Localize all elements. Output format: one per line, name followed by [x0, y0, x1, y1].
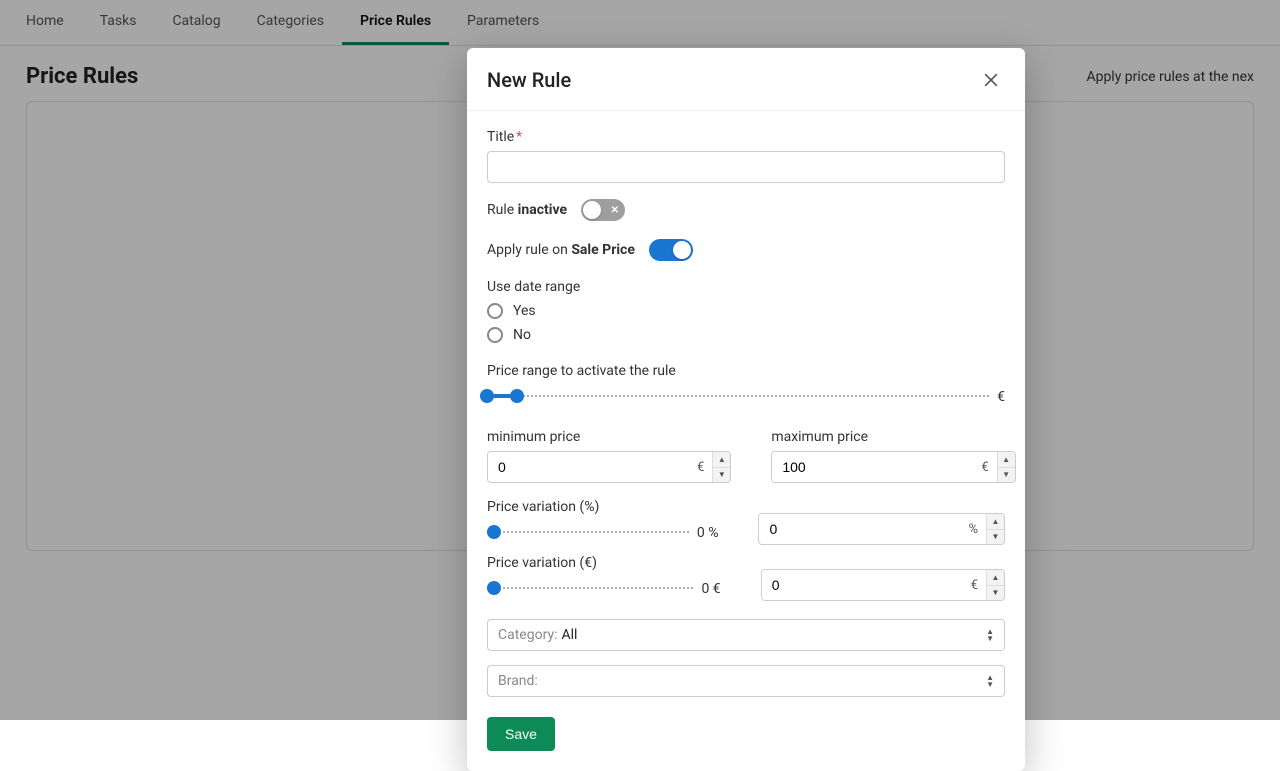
price-range-max-thumb[interactable] — [510, 389, 524, 403]
toggle-knob — [583, 201, 601, 219]
brand-select[interactable]: Brand: ▲▼ — [487, 665, 1005, 697]
modal-body: Title* Rule inactive ✕ Apply rule on Sal… — [467, 111, 1025, 771]
variation-pct-track[interactable] — [487, 531, 689, 535]
max-price-input[interactable] — [772, 452, 973, 482]
max-price-step-up[interactable]: ▲ — [998, 452, 1015, 468]
apply-on-value: Sale Price — [571, 242, 635, 258]
variation-eur-right: € ▲ ▼ — [761, 569, 1005, 601]
radio-label: Yes — [513, 303, 536, 319]
save-button[interactable]: Save — [487, 717, 555, 751]
variation-pct-row: Price variation (%) 0 % % ▲ ▼ — [487, 499, 1005, 545]
max-price-field: maximum price € ▲ ▼ — [771, 429, 1015, 483]
rule-status-row: Rule inactive ✕ — [487, 199, 1005, 221]
close-icon — [981, 70, 1001, 90]
variation-pct-step-up[interactable]: ▲ — [987, 514, 1004, 530]
required-asterisk: * — [516, 129, 522, 145]
new-rule-modal: New Rule Title* Rule inactive ✕ Appl — [467, 48, 1025, 771]
price-range-min-thumb[interactable] — [480, 389, 494, 403]
chevron-updown-icon: ▲▼ — [986, 629, 994, 642]
apply-on-row: Apply rule on Sale Price — [487, 239, 1005, 261]
brand-select-label: Brand: — [498, 673, 538, 689]
chevron-updown-icon: ▲▼ — [986, 675, 994, 688]
min-price-step-up[interactable]: ▲ — [713, 452, 730, 468]
category-select[interactable]: Category: All ▲▼ — [487, 619, 1005, 651]
variation-pct-thumb[interactable] — [487, 525, 501, 539]
min-max-row: minimum price € ▲ ▼ maximum price € ▲ — [487, 429, 1005, 483]
toggle-knob — [673, 241, 691, 259]
variation-pct-readout: 0 % — [697, 525, 719, 541]
variation-pct-group: % ▲ ▼ — [758, 513, 1005, 545]
radio-label: No — [513, 327, 531, 343]
date-range-yes[interactable]: Yes — [487, 303, 1005, 319]
variation-pct-input[interactable] — [759, 514, 960, 544]
max-price-step-down[interactable]: ▼ — [998, 468, 1015, 483]
variation-eur-readout: 0 € — [701, 581, 720, 597]
variation-eur-label: Price variation (€) — [487, 555, 721, 571]
rule-status-value: inactive — [518, 202, 567, 218]
min-price-step-down[interactable]: ▼ — [713, 468, 730, 483]
max-price-unit: € — [973, 452, 996, 482]
toggle-off-icon: ✕ — [611, 205, 619, 216]
variation-eur-step-down[interactable]: ▼ — [987, 586, 1004, 601]
variation-pct-unit: % — [960, 514, 986, 544]
variation-eur-input[interactable] — [762, 570, 963, 600]
category-select-label: Category: — [498, 627, 557, 643]
variation-pct-label: Price variation (%) — [487, 499, 718, 515]
max-price-spinners: ▲ ▼ — [997, 452, 1015, 482]
close-button[interactable] — [977, 66, 1005, 94]
rule-status-label: Rule inactive — [487, 202, 567, 218]
apply-on-label: Apply rule on Sale Price — [487, 242, 635, 258]
variation-pct-step-down[interactable]: ▼ — [987, 530, 1004, 545]
max-price-group: € ▲ ▼ — [771, 451, 1015, 483]
variation-eur-thumb[interactable] — [487, 581, 501, 595]
min-price-spinners: ▲ ▼ — [712, 452, 730, 482]
radio-icon — [487, 303, 503, 319]
date-range-label: Use date range — [487, 279, 1005, 295]
variation-eur-left: Price variation (€) 0 € — [487, 555, 721, 601]
variation-eur-row: Price variation (€) 0 € € ▲ ▼ — [487, 555, 1005, 601]
modal-header: New Rule — [467, 48, 1025, 111]
variation-pct-spinners: ▲ ▼ — [986, 514, 1004, 544]
apply-on-prefix: Apply rule on — [487, 242, 571, 258]
price-range-field: Price range to activate the rule € — [487, 363, 1005, 409]
variation-eur-track[interactable] — [487, 587, 693, 591]
min-price-label: minimum price — [487, 429, 731, 445]
min-price-field: minimum price € ▲ ▼ — [487, 429, 731, 483]
title-input[interactable] — [487, 151, 1005, 183]
variation-eur-group: € ▲ ▼ — [761, 569, 1005, 601]
modal-title: New Rule — [487, 68, 571, 92]
variation-eur-unit: € — [963, 570, 986, 600]
variation-eur-slider-row: 0 € — [487, 577, 721, 601]
variation-pct-left: Price variation (%) 0 % — [487, 499, 718, 545]
variation-eur-step-up[interactable]: ▲ — [987, 570, 1004, 586]
price-range-label: Price range to activate the rule — [487, 363, 1005, 379]
variation-eur-spinners: ▲ ▼ — [986, 570, 1004, 600]
min-price-group: € ▲ ▼ — [487, 451, 731, 483]
price-range-currency: € — [997, 389, 1005, 405]
price-range-track[interactable] — [487, 395, 989, 399]
rule-status-prefix: Rule — [487, 202, 518, 218]
apply-on-toggle[interactable] — [649, 239, 693, 261]
min-price-unit: € — [689, 452, 712, 482]
price-range-slider-row: € — [487, 385, 1005, 409]
title-label-text: Title — [487, 129, 514, 145]
min-price-input[interactable] — [488, 452, 689, 482]
category-select-value: All — [561, 627, 577, 643]
radio-icon — [487, 327, 503, 343]
variation-pct-right: % ▲ ▼ — [758, 513, 1005, 545]
date-range-no[interactable]: No — [487, 327, 1005, 343]
rule-status-toggle[interactable]: ✕ — [581, 199, 625, 221]
title-label: Title* — [487, 129, 1005, 145]
title-field: Title* — [487, 129, 1005, 183]
max-price-label: maximum price — [771, 429, 1015, 445]
date-range-group: Use date range Yes No — [487, 279, 1005, 343]
variation-pct-slider-row: 0 % — [487, 521, 718, 545]
